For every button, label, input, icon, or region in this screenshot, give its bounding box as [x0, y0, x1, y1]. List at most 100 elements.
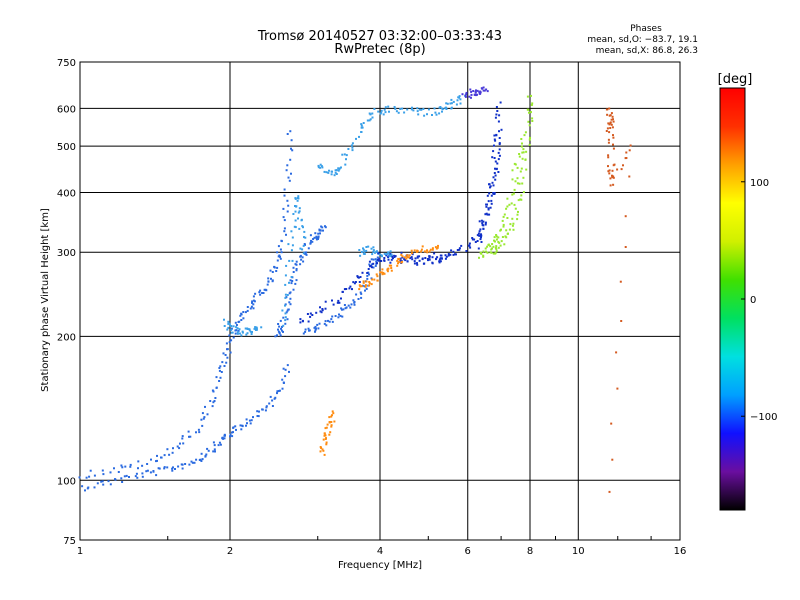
data-point — [489, 185, 492, 188]
data-point — [413, 262, 416, 265]
data-point — [213, 400, 216, 402]
data-point — [308, 329, 311, 332]
data-point — [276, 334, 278, 337]
data-point — [171, 451, 174, 454]
x-axis-label: Frequency [MHz] — [338, 560, 422, 571]
data-point — [368, 281, 371, 283]
data-point — [506, 197, 509, 200]
phase-stats-o: mean, sd,O: −83.7, 19.1 — [587, 35, 698, 45]
colorbar-label: [deg] — [718, 72, 753, 87]
data-point — [286, 294, 289, 296]
data-point — [369, 118, 372, 121]
data-point — [392, 257, 394, 260]
data-point — [388, 264, 391, 267]
data-point — [530, 111, 532, 114]
data-point — [519, 198, 522, 201]
data-point — [478, 234, 481, 237]
data-point — [478, 230, 481, 233]
data-point — [278, 254, 281, 257]
data-point — [284, 322, 287, 325]
data-point — [156, 459, 158, 462]
data-point — [357, 298, 360, 300]
data-point — [284, 304, 286, 307]
data-point — [291, 259, 294, 262]
data-point — [498, 154, 501, 157]
data-point — [482, 227, 485, 230]
data-point — [288, 259, 291, 262]
data-point — [379, 271, 382, 274]
data-point — [236, 327, 239, 330]
data-point — [328, 433, 331, 436]
data-point — [280, 329, 283, 332]
data-point — [423, 262, 426, 265]
data-point — [351, 149, 354, 152]
data-point — [314, 330, 316, 333]
data-point — [190, 460, 193, 463]
data-point — [383, 252, 386, 255]
data-point — [370, 283, 373, 286]
data-point — [468, 95, 471, 98]
data-point — [497, 158, 500, 161]
data-point — [279, 334, 282, 337]
data-point — [368, 119, 371, 122]
data-point — [492, 252, 495, 255]
data-point — [100, 480, 103, 483]
data-point — [416, 110, 419, 113]
data-point — [267, 277, 270, 280]
data-point — [294, 205, 296, 207]
data-point — [355, 293, 358, 296]
data-point — [371, 253, 374, 256]
data-point — [353, 301, 356, 304]
data-point — [240, 428, 243, 431]
data-point — [319, 306, 321, 309]
data-point — [267, 280, 270, 283]
data-point — [322, 229, 324, 232]
data-point — [317, 166, 320, 169]
data-point — [393, 106, 396, 108]
data-point — [416, 249, 419, 252]
data-point — [248, 328, 251, 331]
data-point — [375, 260, 378, 263]
data-point — [250, 305, 253, 308]
data-point — [494, 160, 497, 163]
data-point — [311, 240, 314, 243]
data-point — [484, 223, 487, 226]
data-point — [129, 465, 132, 468]
data-point — [181, 437, 184, 440]
colorbar — [719, 87, 746, 511]
data-point — [317, 327, 320, 330]
data-point — [201, 412, 204, 415]
data-point — [327, 171, 330, 174]
data-point — [413, 249, 416, 252]
data-point — [523, 134, 526, 137]
data-point — [406, 108, 409, 111]
data-point — [322, 449, 325, 452]
data-point — [387, 251, 390, 254]
data-point — [492, 176, 495, 179]
data-point — [606, 113, 609, 116]
data-point — [304, 330, 307, 333]
data-point — [495, 134, 498, 137]
data-point — [294, 210, 297, 213]
data-point — [494, 178, 497, 181]
data-point — [529, 136, 531, 139]
data-point — [302, 260, 305, 263]
data-point — [382, 113, 385, 116]
data-point — [266, 283, 269, 286]
data-point — [522, 148, 525, 151]
data-point — [172, 466, 174, 469]
data-point — [290, 276, 293, 278]
data-point — [226, 328, 229, 331]
data-point — [607, 156, 610, 159]
data-point — [455, 103, 458, 106]
data-point — [440, 254, 443, 257]
data-point — [482, 220, 485, 223]
data-point — [477, 232, 480, 235]
data-point — [607, 154, 610, 157]
data-point — [380, 260, 383, 262]
data-point — [282, 316, 285, 319]
data-point — [429, 248, 432, 251]
data-point — [81, 485, 84, 488]
data-point — [497, 236, 500, 239]
